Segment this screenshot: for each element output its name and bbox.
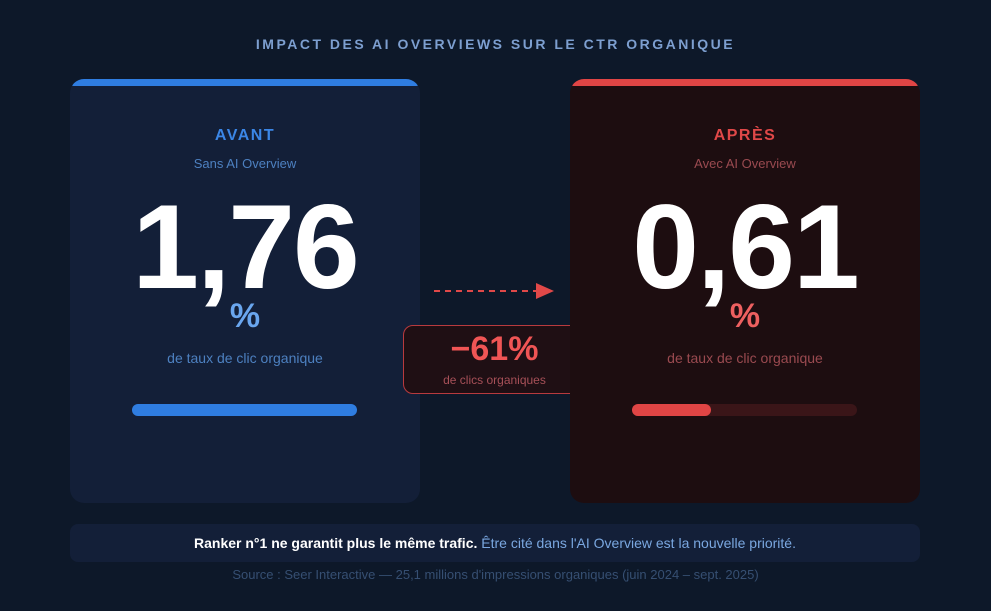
before-value: 1,76 (132, 180, 360, 314)
after-unit: % (729, 297, 761, 335)
before-bar-fill (132, 404, 357, 416)
after-description: de taux de clic organique (667, 350, 823, 366)
after-value: 0,61 (632, 180, 860, 314)
arrow-right-icon (434, 283, 554, 299)
before-card: AVANT Sans AI Overview 1,76 % de taux de… (70, 79, 420, 503)
delta-badge: −61% de clics organiques (403, 325, 586, 394)
delta-label: de clics organiques (443, 373, 546, 387)
after-card-accent (570, 79, 920, 86)
chart-title: IMPACT DES AI OVERVIEWS SUR LE CTR ORGAN… (255, 36, 736, 52)
before-label: AVANT (214, 127, 276, 144)
after-sublabel: Avec AI Overview (694, 156, 796, 171)
before-sublabel: Sans AI Overview (193, 156, 297, 171)
before-bar-track (132, 404, 357, 416)
after-label: APRÈS (713, 127, 777, 144)
footer-message: Ranker n°1 ne garantit plus le même traf… (70, 524, 920, 562)
delta-value: −61% (450, 330, 539, 368)
after-card: APRÈS Avec AI Overview 0,61 % de taux de… (570, 79, 920, 503)
source-note: Source : Seer Interactive — 25,1 million… (232, 567, 759, 582)
footer-rest-text: Être cité dans l'AI Overview est la nouv… (477, 535, 796, 551)
before-description: de taux de clic organique (167, 350, 323, 366)
after-bar-track (632, 404, 857, 416)
before-unit: % (229, 297, 261, 335)
before-card-accent (70, 79, 420, 86)
after-bar-fill (632, 404, 711, 416)
footer-strong-text: Ranker n°1 ne garantit plus le même traf… (194, 535, 478, 551)
